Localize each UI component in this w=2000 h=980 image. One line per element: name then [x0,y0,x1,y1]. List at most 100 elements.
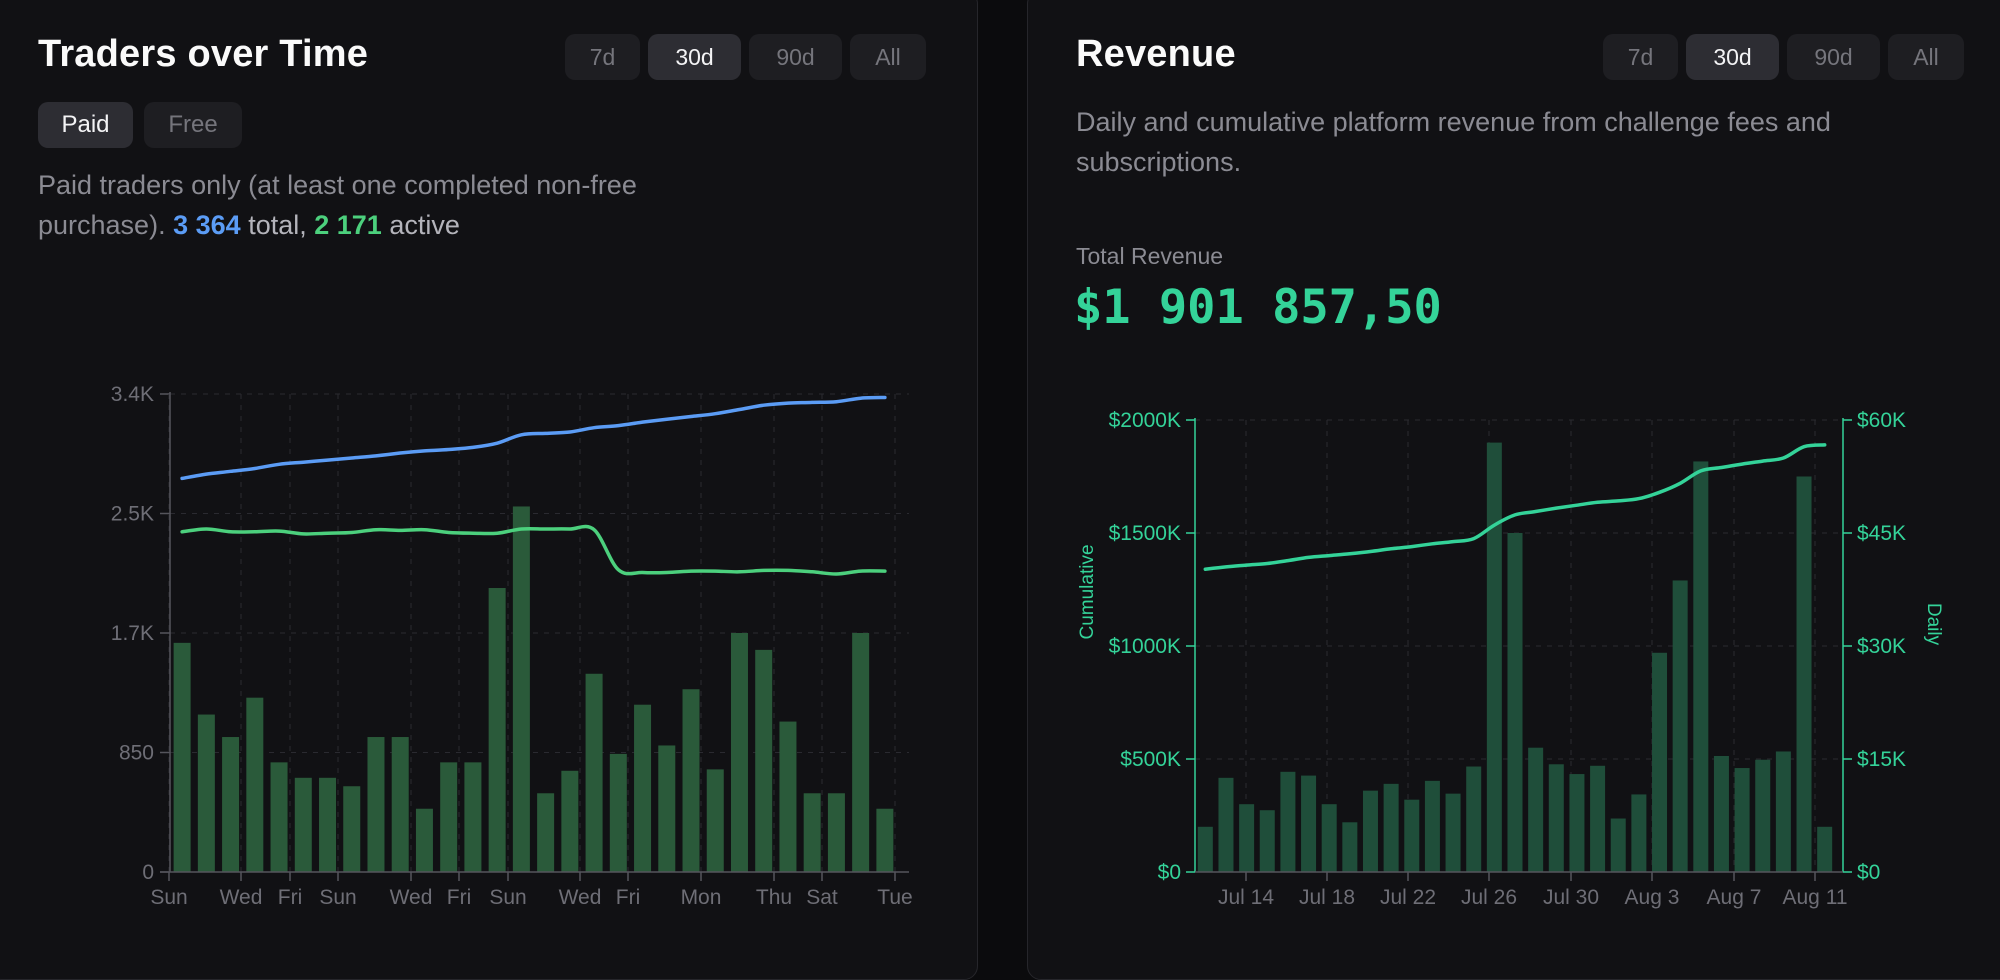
traders-bar [246,697,264,872]
traders-bar [415,808,433,872]
traders-range-90d[interactable]: 90d [749,34,842,80]
revenue-range-7d[interactable]: 7d [1603,34,1678,80]
traders-bar [852,633,870,872]
revenue-daily-bar [1796,476,1812,872]
revenue-daily-bar [1259,810,1275,872]
traders-x-tick-label: Mon [681,886,722,909]
traders-range-group: 7d 30d 90d All [565,34,926,80]
free-toggle[interactable]: Free [144,102,242,148]
revenue-description-line2: subscriptions. [1076,147,1242,177]
traders-x-tick-label: Fri [447,886,472,909]
revenue-range-90d[interactable]: 90d [1787,34,1880,80]
traders-x-tick-label: Wed [390,886,433,909]
revenue-y-left-tick-label: $500K [1120,748,1181,771]
revenue-daily-bar [1693,461,1709,872]
revenue-y-right-title: Daily [1923,603,1944,646]
total-revenue-label: Total Revenue [1076,243,1224,269]
traders-x-tick-label: Wed [559,886,602,909]
traders-bar [682,689,700,872]
total-revenue-value: $1 901 857,50 [1074,280,1442,335]
revenue-y-right-tick-label: $30K [1857,635,1906,658]
revenue-daily-bar [1775,751,1791,872]
revenue-title: Revenue [1076,33,1236,75]
traders-description-line1: Paid traders only (at least one complete… [38,170,637,200]
revenue-x-tick-label: Jul 22 [1380,886,1436,909]
traders-bar [755,649,773,872]
traders-bar [319,777,337,872]
revenue-daily-bar [1507,533,1523,872]
traders-bar [876,808,894,872]
revenue-y-right-tick-label: $60K [1857,409,1906,432]
revenue-x-tick-label: Jul 18 [1299,886,1355,909]
traders-bar [585,673,603,872]
revenue-daily-bar [1610,818,1626,872]
traders-y-tick-label: 0 [142,861,154,884]
traders-bar [827,793,845,872]
traders-description-prefix: purchase). [38,210,166,240]
traders-y-tick-label: 2.5K [111,503,154,526]
revenue-daily-bar [1548,764,1564,872]
total-traders-suffix: total, [248,210,307,240]
traders-x-tick-label: Fri [616,886,641,909]
traders-range-7d[interactable]: 7d [565,34,640,80]
revenue-daily-bar [1362,790,1378,872]
traders-bar [367,737,385,872]
traders-x-tick-label: Fri [278,886,303,909]
revenue-x-tick-label: Jul 26 [1461,886,1517,909]
revenue-y-left-tick-label: $1000K [1109,635,1181,658]
traders-range-30d[interactable]: 30d [648,34,741,80]
traders-range-all[interactable]: All [850,34,926,80]
traders-y-tick-label: 1.7K [111,622,154,645]
revenue-chart: $0 $500K $1000K $1500K $2000K $0 $15K $30K $45K $… [1077,409,1944,909]
revenue-x-tick-label: Aug 3 [1625,886,1680,909]
revenue-daily-bar [1734,768,1750,872]
traders-bar [512,506,530,872]
traders-bar [464,762,482,872]
revenue-daily-bar [1631,794,1647,872]
revenue-x-tick-label: Aug 7 [1707,886,1762,909]
revenue-daily-bar [1445,793,1461,872]
revenue-daily-bar [1466,766,1482,872]
revenue-daily-bar [1197,826,1213,872]
revenue-daily-bar [1404,799,1420,872]
revenue-daily-bar [1342,822,1358,872]
revenue-daily-bar [1301,775,1317,872]
traders-bar [294,777,312,872]
traders-bar [561,770,579,872]
traders-x-tick-label: Wed [220,886,263,909]
traders-bar [803,793,821,872]
revenue-y-right-tick-label: $0 [1857,861,1880,884]
traders-bar [730,633,748,872]
traders-x-tick-label: Sun [150,886,187,909]
revenue-daily-bar [1321,804,1337,872]
active-traders-suffix: active [389,210,460,240]
revenue-daily-bar [1383,783,1399,872]
revenue-range-30d[interactable]: 30d [1686,34,1779,80]
traders-y-tick-label: 850 [119,742,154,765]
revenue-y-right-tick-label: $15K [1857,748,1906,771]
traders-bar [173,642,191,872]
revenue-description: Daily and cumulative platform revenue fr… [1076,102,1956,182]
revenue-daily-bar [1817,826,1833,872]
revenue-range-all[interactable]: All [1888,34,1964,80]
revenue-daily-bar [1424,780,1440,872]
revenue-daily-bar [1755,759,1771,872]
traders-bar [440,762,458,872]
revenue-daily-bar [1652,652,1668,872]
traders-title: Traders over Time [38,33,369,75]
traders-bar [343,786,361,872]
traders-description-line2: purchase). 3 364 total, 2 171 active [38,205,898,245]
traders-x-tick-label: Thu [756,886,792,909]
paid-toggle[interactable]: Paid [38,102,133,148]
revenue-daily-bar [1280,771,1296,872]
traders-bar [658,745,676,872]
traders-x-tick-label: Tue [877,886,912,909]
total-traders-value: 3 364 [173,210,241,240]
traders-bar [391,737,409,872]
revenue-daily-bar [1486,442,1502,872]
traders-y-tick-label: 3.4K [111,383,154,406]
traders-x-tick-label: Sun [489,886,526,909]
traders-chart: 0 850 1.7K 2.5K 3.4K Sun Wed Fri Sun Wed Fri Sun Wed… [111,383,913,909]
revenue-x-tick-label: Aug 11 [1783,886,1848,909]
revenue-y-left-tick-label: $2000K [1109,409,1181,432]
